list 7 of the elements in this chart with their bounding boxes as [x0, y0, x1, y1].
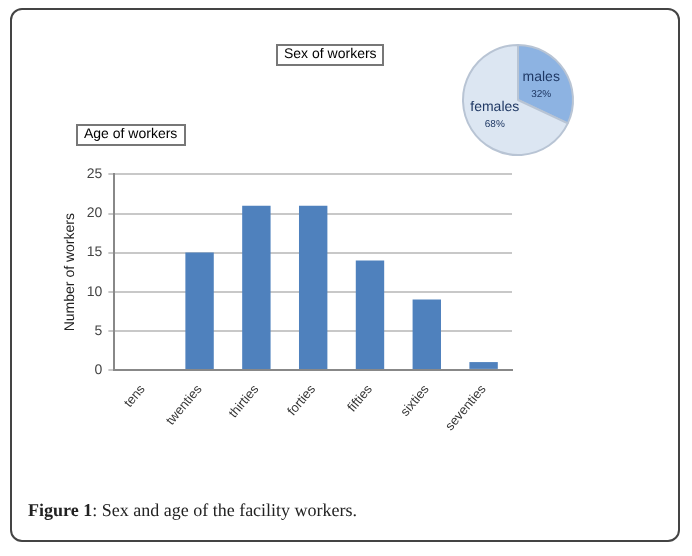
bar [355, 260, 385, 369]
bar [185, 252, 214, 369]
bar [469, 362, 498, 369]
bar [298, 205, 328, 369]
caption: Figure 1: Sex and age of the facility workers. [28, 500, 358, 520]
bar [242, 205, 271, 369]
bar [412, 299, 441, 369]
